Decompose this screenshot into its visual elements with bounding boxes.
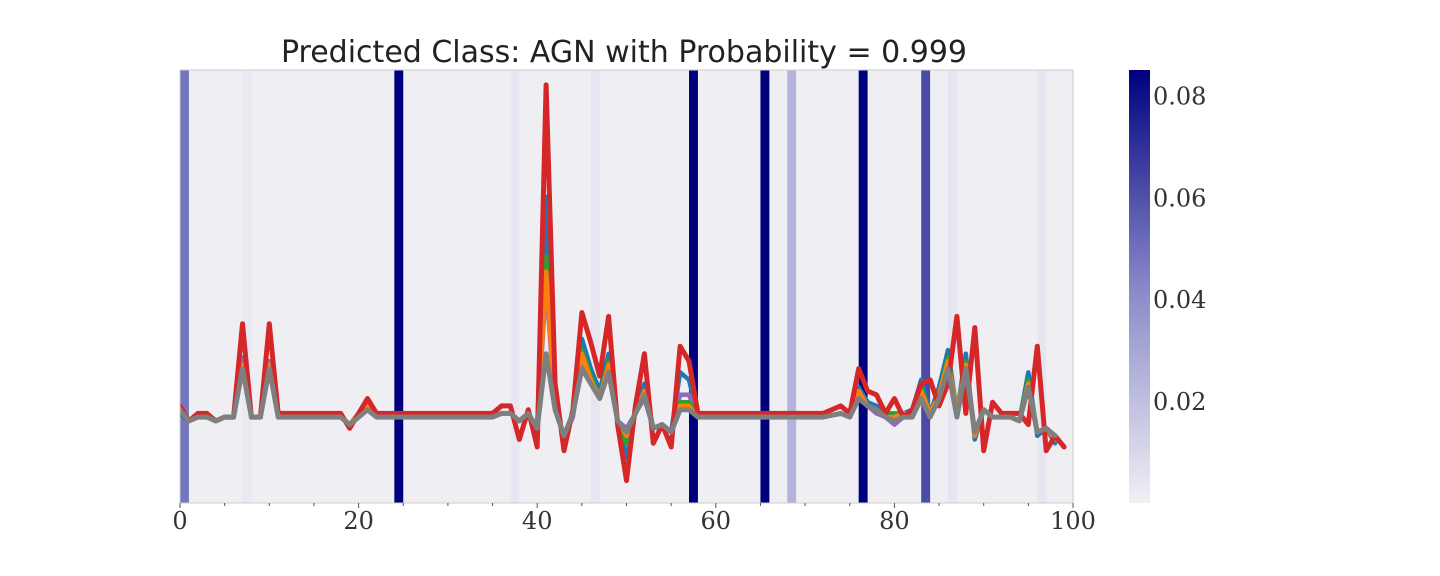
importance-band-6 [760,70,770,503]
importance-band-9 [921,70,931,503]
importance-band-7 [787,70,797,503]
series-lines [180,82,1067,484]
importance-band-8 [858,70,868,503]
importance-band-0 [180,70,189,503]
colorbar-tick-label: 0.08 [1153,82,1206,110]
chart-title: Predicted Class: AGN with Probability = … [281,35,967,70]
x-tick-label: 60 [701,507,732,535]
importance-band-10 [947,70,957,503]
colorbar-tick-label: 0.06 [1153,184,1206,212]
colorbar-tick-label: 0.02 [1153,388,1206,416]
importance-band-1 [242,70,252,503]
importance-bands [180,70,1047,503]
x-tick-label: 20 [343,507,374,535]
x-tick-label: 100 [1050,507,1096,535]
x-axis: 0 20 40 60 80 100 [172,503,1096,535]
series-line-5 [180,351,1058,439]
colorbar [1129,70,1150,503]
importance-band-11 [1037,70,1047,503]
colorbar-tick-label: 0.04 [1153,286,1206,314]
importance-band-5 [689,70,698,503]
importance-band-2 [394,70,404,503]
importance-band-4 [590,70,600,503]
colorbar-ticks: 0.02 0.04 0.06 0.08 [1153,82,1206,416]
x-tick-label: 40 [522,507,553,535]
x-tick-label: 0 [172,507,187,535]
x-tick-label: 80 [879,507,910,535]
series-line-4 [180,82,1067,484]
importance-band-3 [510,70,520,503]
